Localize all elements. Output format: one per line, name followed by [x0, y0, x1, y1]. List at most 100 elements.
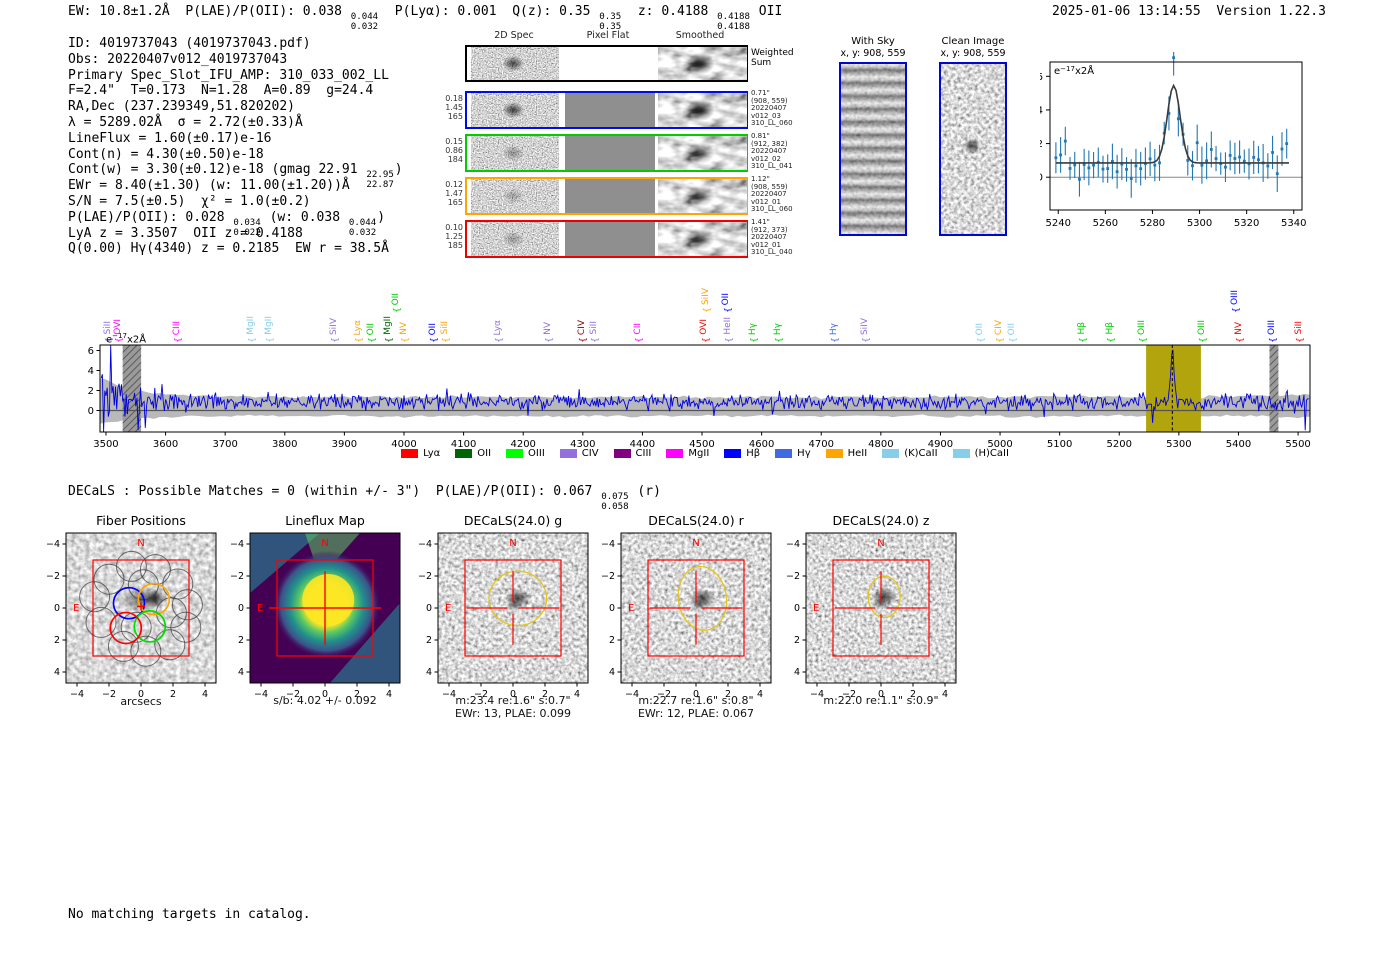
legend-item-Lyα: Lyα: [401, 448, 440, 459]
svg-text:−4: −4: [810, 689, 824, 700]
spec2d-cutout-panel: 2D Spec Pixel Flat Smoothed 0.18 1.45 165 0…: [440, 28, 805, 263]
stacked-uncertainty: 0.044 0.032: [348, 217, 377, 238]
svg-text:6: 6: [88, 346, 94, 357]
svg-text:5300: 5300: [1166, 439, 1191, 450]
cutout-title: DECaLS(24.0) r: [648, 513, 744, 528]
noise-texture: [471, 93, 559, 127]
noise-texture: [658, 93, 747, 127]
svg-text:3500: 3500: [93, 439, 118, 450]
stacked-uncertainty: 0.075 0.058: [601, 492, 629, 513]
svg-text:0: 0: [609, 603, 615, 614]
svg-text:4600: 4600: [749, 439, 774, 450]
east-label: E: [445, 603, 451, 614]
info-line-1: ID: 4019737043 (4019737043.pdf): [68, 36, 311, 51]
flux-units-annotation: e−17x2Å: [106, 332, 147, 346]
strip-segment-2dspec: [471, 47, 559, 80]
info-line-11: S/N = 7.5(±0.5) χ² = 1.0(±0.2): [68, 193, 311, 209]
strip-segment-pixelflat: [565, 93, 655, 127]
svg-text:2: 2: [794, 635, 800, 646]
strip-segment-2dspec: [471, 222, 559, 256]
svg-text:−4: −4: [254, 689, 268, 700]
north-label: N: [692, 538, 699, 549]
svg-text:0: 0: [88, 406, 94, 417]
svg-text:2: 2: [354, 689, 360, 700]
aperture-ellipse: [677, 565, 728, 631]
catalog-footer-note: No matching targets in catalog. Row inte…: [68, 876, 311, 953]
svg-text:4100: 4100: [451, 439, 476, 450]
noise-texture: [471, 47, 559, 80]
svg-text:−4: −4: [625, 689, 639, 700]
line-marker-OII-4541: OII}: [721, 292, 732, 313]
cutout-title: DECaLS(24.0) g: [463, 513, 563, 528]
with-sky-noise: [841, 64, 905, 234]
svg-text:4: 4: [386, 689, 392, 700]
svg-text:4: 4: [238, 667, 244, 678]
strip-left-labels: 0.15 0.86 184: [445, 137, 463, 164]
stacked-uncertainty: 22.95 22.87: [366, 170, 394, 191]
cutout-panel-r: DECaLS(24.0) r N E −4 4 −2 2 0 0 2 −2 4 −4 m:22.7 re:…: [595, 505, 785, 720]
legend-swatch: [613, 449, 631, 458]
strip-segment-pixelflat: [565, 47, 655, 80]
extraction-box: [832, 559, 930, 657]
svg-text:5200: 5200: [1107, 439, 1132, 450]
svg-text:2: 2: [609, 635, 615, 646]
noise-texture: [658, 47, 747, 80]
strip-segment-2dspec: [471, 93, 559, 127]
legend-item-CIV: CIV: [559, 448, 599, 459]
svg-text:4: 4: [574, 689, 580, 700]
svg-text:3900: 3900: [332, 439, 357, 450]
cutout-caption-1: m:23.4 re:1.6" s:0.7": [455, 694, 571, 707]
cutout-caption-2: EWr: 13, PLAE: 0.099: [454, 707, 572, 720]
clean-image-coords: x, y: 908, 559: [940, 48, 1006, 59]
stacked-uncertainty: 0.4188 0.4188: [717, 12, 750, 33]
stacked-uncertainty: 0.044 0.032: [350, 12, 379, 33]
svg-text:−4: −4: [46, 539, 60, 550]
noise-texture: [658, 222, 747, 256]
north-label: N: [321, 538, 328, 549]
svg-text:4500: 4500: [689, 439, 714, 450]
strip-segment-2dspec: [471, 179, 559, 213]
fiber-circle: [109, 611, 143, 645]
info-line-14: Q(0.00) Hγ(4340) z = 0.2185 EW r = 38.5Å: [68, 241, 389, 257]
north-label: N: [509, 538, 516, 549]
header-timestamp-version: 2025-01-06 13:14:55 Version 1.22.3: [1052, 4, 1326, 19]
legend-swatch: [825, 449, 843, 458]
cutout-panel-z: DECaLS(24.0) z N E −4 4 −2 2 0 0 2 −2 4 −4 m:22.0 re:…: [780, 505, 970, 720]
svg-text:4000: 4000: [391, 439, 416, 450]
stacked-uncertainty: 0.35 0.35: [599, 12, 622, 33]
north-label: N: [877, 538, 884, 549]
legend-swatch: [724, 449, 742, 458]
extraction-box: [647, 559, 745, 657]
svg-text:4800: 4800: [868, 439, 893, 450]
svg-text:−2: −2: [230, 571, 244, 582]
strip-right-labels: 1.12" (908, 559) 20220407 v012_01 310_LL_060: [751, 175, 793, 214]
east-label: E: [813, 603, 819, 614]
svg-text:4400: 4400: [630, 439, 655, 450]
cutout-panel-fiber: Fiber Positions N E −4 4 −2 2 0 0 2 −2 4 −4 arcsecs: [40, 505, 230, 720]
svg-text:5000: 5000: [987, 439, 1012, 450]
legend-swatch: [952, 449, 970, 458]
strip-segment-smoothed: [658, 179, 747, 213]
svg-text:4: 4: [1040, 105, 1043, 116]
svg-text:4900: 4900: [928, 439, 953, 450]
info-line-8: Cont(n) = 4.30(±0.50)e-18: [68, 146, 264, 162]
aperture-ellipse: [867, 575, 901, 619]
svg-text:−2: −2: [418, 571, 432, 582]
svg-text:−2: −2: [286, 689, 300, 700]
cutout-caption-1: m:22.7 re:1.6" s:0.8": [638, 694, 754, 707]
svg-text:2: 2: [1040, 139, 1043, 150]
axis-label-arcsecs: arcsecs: [120, 695, 162, 708]
svg-text:0: 0: [794, 603, 800, 614]
svg-text:6: 6: [1040, 72, 1043, 83]
svg-text:−4: −4: [786, 539, 800, 550]
svg-text:4700: 4700: [809, 439, 834, 450]
svg-text:−2: −2: [601, 571, 615, 582]
svg-text:5500: 5500: [1285, 439, 1310, 450]
extraction-box: [92, 559, 190, 657]
east-label: E: [73, 603, 79, 614]
legend-swatch: [455, 449, 473, 458]
strip-segment-pixelflat: [565, 136, 655, 170]
cutout-title: Lineflux Map: [285, 513, 365, 528]
svg-text:−2: −2: [46, 571, 60, 582]
svg-text:−4: −4: [418, 539, 432, 550]
